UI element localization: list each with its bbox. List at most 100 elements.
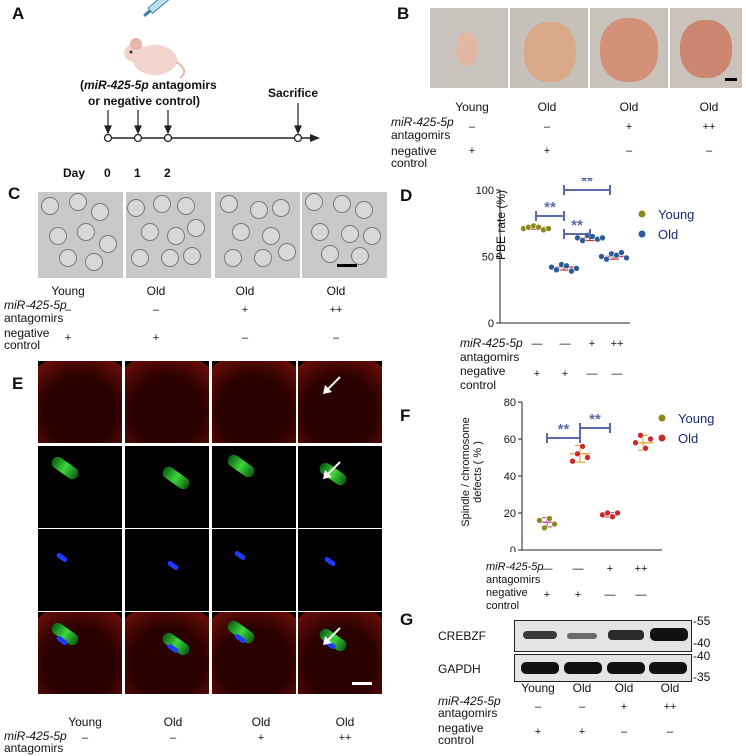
- y-tick-label: 80: [504, 397, 516, 409]
- oocyte-cell: [278, 243, 296, 261]
- micrograph-tile: [212, 446, 296, 528]
- micrograph-tile: [38, 529, 122, 611]
- neg-value: +: [574, 589, 582, 601]
- group-label: Old: [537, 100, 557, 114]
- data-point: [623, 254, 630, 262]
- micrograph-tile: [298, 446, 382, 528]
- oocyte-cell: [177, 197, 195, 215]
- oocyte-cortex: [212, 612, 296, 694]
- oocyte-photo: [302, 192, 387, 278]
- oocyte-cell: [351, 247, 369, 265]
- antagomirs-label: antagomirs: [4, 311, 64, 325]
- spindle: [49, 454, 81, 482]
- data-point: [598, 253, 605, 260]
- chart-f-ylabel: Spindle / chromosome defects ( % ): [460, 412, 484, 532]
- legend-marker: [658, 434, 666, 442]
- day-label: Day: [63, 166, 86, 180]
- mir-label: miR-425-5p: [438, 694, 501, 708]
- panel-label-b: B: [397, 4, 410, 23]
- mir-value: –: [64, 304, 72, 316]
- mir-label: miR-425-5p: [460, 336, 523, 350]
- oocyte-cortex: [125, 612, 209, 694]
- micrograph-tile: [212, 529, 296, 611]
- antagomirs-label: antagomirs: [391, 128, 451, 142]
- neg-value: –: [625, 145, 633, 157]
- chart-f: 0 20 40 60 80 ** ** Young Old: [504, 397, 715, 552]
- oocyte-cell: [127, 199, 145, 217]
- micrograph-tile: [298, 361, 382, 443]
- mir-value: –: [468, 121, 476, 133]
- neg-value: +: [468, 145, 476, 157]
- data-point: [573, 265, 580, 272]
- mir-value: +: [620, 701, 628, 713]
- data-point: [632, 439, 639, 447]
- group-label: Young: [51, 284, 85, 298]
- mw-marker: -55: [693, 614, 711, 628]
- injection-text: (miR-425-5p antagomirs: [80, 78, 217, 92]
- data-point: [569, 457, 576, 465]
- group-label: Old: [163, 715, 183, 729]
- oocyte-cell: [131, 249, 149, 267]
- mir-value: –: [543, 121, 551, 133]
- neg-value: –: [332, 332, 340, 344]
- group-label: Old: [251, 715, 271, 729]
- oocyte-cell: [77, 223, 95, 241]
- mouse-icon: [124, 38, 186, 79]
- y-tick-label: 0: [510, 545, 516, 552]
- data-point: [579, 443, 586, 450]
- antagomirs-label: antagomirs: [460, 350, 520, 364]
- band-label-gapdh: GAPDH: [438, 662, 481, 676]
- oocyte-photo: [38, 192, 123, 278]
- oocyte-cell: [41, 197, 59, 215]
- ovary-photo-young: [430, 8, 508, 88]
- antagomirs-label: antagomirs: [4, 741, 64, 755]
- micrograph-tile: [298, 529, 382, 611]
- sig-label: **: [558, 421, 570, 438]
- chart-d: 0 50 100 ** ** ** Young Old: [476, 178, 695, 330]
- neg-value: –: [620, 726, 628, 738]
- group-label: Old: [572, 681, 592, 695]
- panel-label-c: C: [8, 184, 21, 203]
- group-label: Young: [68, 715, 102, 729]
- mir-label: miR-425-5p: [4, 298, 67, 312]
- oocyte-cortex: [125, 361, 209, 443]
- chart-d-ylabel: PBE rate (%): [494, 189, 508, 261]
- data-point: [536, 517, 543, 524]
- oocyte-cell: [220, 195, 238, 213]
- mir-value: —: [559, 338, 571, 350]
- oocyte-cell: [254, 249, 272, 267]
- group-label: Old: [699, 100, 719, 114]
- sig-label: **: [571, 217, 583, 234]
- ovary-photo-old-2: [590, 8, 668, 88]
- control-label: control: [391, 156, 428, 170]
- oocyte-cell: [91, 203, 109, 221]
- neg-value: —: [635, 589, 647, 601]
- oocyte-cell: [167, 227, 185, 245]
- y-tick-label: 40: [504, 471, 516, 483]
- spindle: [225, 452, 257, 480]
- data-point: [563, 262, 570, 270]
- data-point: [647, 435, 654, 443]
- micrograph-tile: [38, 612, 122, 694]
- mir-value: —: [531, 338, 543, 350]
- neg-value: —: [604, 589, 616, 601]
- neg-value: +: [543, 145, 551, 157]
- mir-value: ++: [634, 563, 648, 575]
- oocyte-cell: [59, 249, 77, 267]
- legend-marker: [658, 414, 666, 422]
- data-point: [614, 509, 621, 517]
- legend-label: Old: [678, 431, 698, 446]
- oocyte-cell: [321, 245, 339, 263]
- panel-label-g: G: [400, 610, 414, 629]
- oocyte-cell: [355, 201, 373, 219]
- mir-value: +: [606, 563, 614, 575]
- neg-value: +: [561, 368, 569, 380]
- ovary-photo-old-3: [670, 8, 742, 88]
- ovary-photo-old-1: [510, 8, 588, 88]
- y-tick-label: 60: [504, 434, 516, 446]
- oocyte-cell: [250, 201, 268, 219]
- group-label: Young: [455, 100, 489, 114]
- data-point: [568, 267, 575, 275]
- group-label: Young: [521, 681, 555, 695]
- oocyte-cell: [224, 249, 242, 267]
